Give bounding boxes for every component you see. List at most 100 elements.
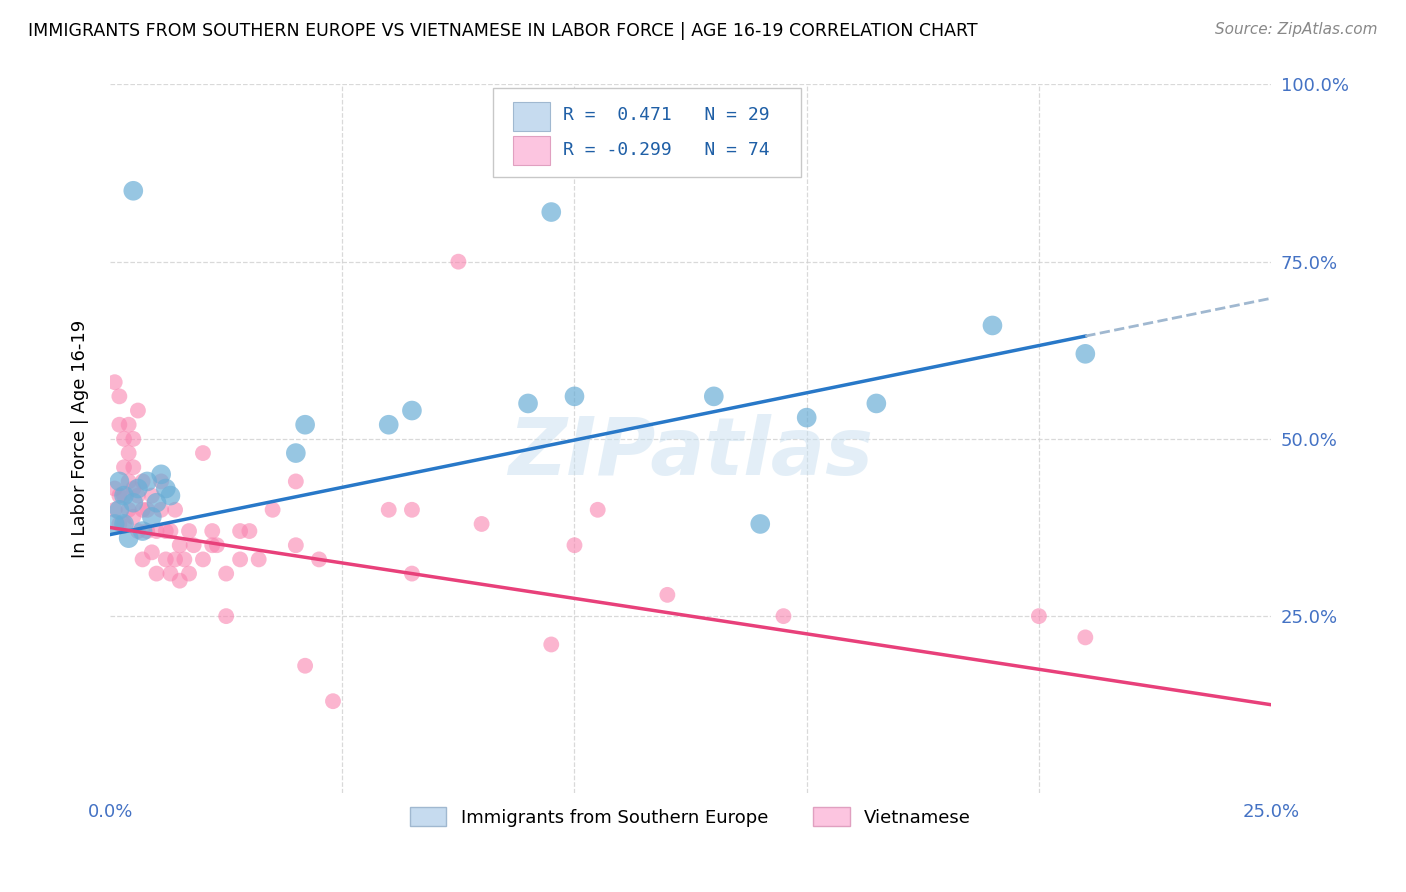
Point [131,503,153,517]
Point [127,482,149,496]
Point [177,524,200,538]
Point [112,489,135,503]
Point [772,609,794,624]
Point [191,552,214,566]
Point [145,524,167,538]
Point [749,516,772,531]
Point [796,410,818,425]
Point [447,254,470,268]
Point [112,516,135,531]
Point [169,538,191,552]
Text: IMMIGRANTS FROM SOUTHERN EUROPE VS VIETNAMESE IN LABOR FORCE | AGE 16-19 CORRELA: IMMIGRANTS FROM SOUTHERN EUROPE VS VIETN… [28,22,977,40]
Point [155,482,177,496]
Point [229,524,252,538]
Point [284,446,307,460]
Point [1074,631,1097,645]
Point [377,503,399,517]
Point [122,184,145,198]
Point [471,516,494,531]
Point [191,446,214,460]
Point [322,694,344,708]
Point [118,531,141,545]
Point [141,545,163,559]
Point [150,467,173,482]
Point [215,566,238,581]
Point [108,489,131,503]
Point [112,489,135,503]
Text: Source: ZipAtlas.com: Source: ZipAtlas.com [1215,22,1378,37]
Point [159,566,181,581]
Point [118,446,141,460]
Point [104,482,127,496]
Point [657,588,679,602]
Point [118,417,141,432]
Point [127,489,149,503]
Point [169,574,191,588]
Point [586,503,609,517]
Point [150,475,173,489]
Point [201,538,224,552]
Point [401,503,423,517]
Point [127,403,149,417]
Point [127,524,149,538]
Point [112,460,135,475]
Point [284,538,307,552]
Point [104,375,127,389]
Point [141,489,163,503]
Bar [513,136,550,164]
Bar [513,103,550,130]
Point [294,417,316,432]
Point [136,524,159,538]
Point [294,658,316,673]
Point [145,566,167,581]
Point [159,524,181,538]
Point [104,516,127,531]
Point [112,432,135,446]
Point [201,524,224,538]
Point [122,509,145,524]
Point [165,503,187,517]
Point [247,552,270,566]
Point [865,396,887,410]
Point [284,475,307,489]
Text: ZIPatlas: ZIPatlas [508,414,873,492]
Point [564,538,586,552]
Point [150,503,173,517]
Point [145,496,167,510]
Point [122,460,145,475]
Point [118,475,141,489]
Point [703,389,725,403]
Point [262,503,284,517]
Point [229,552,252,566]
Point [173,552,195,566]
Point [377,417,399,432]
Text: R = -0.299   N = 74: R = -0.299 N = 74 [562,141,769,160]
Point [131,524,153,538]
Point [308,552,330,566]
Point [215,609,238,624]
Point [122,432,145,446]
Y-axis label: In Labor Force | Age 16-19: In Labor Force | Age 16-19 [72,319,89,558]
Point [108,417,131,432]
Point [108,516,131,531]
Point [112,516,135,531]
Point [159,489,181,503]
Point [108,475,131,489]
Point [131,552,153,566]
Point [540,205,562,219]
Point [155,524,177,538]
Point [517,396,540,410]
Point [108,503,131,517]
Point [136,475,159,489]
Point [183,538,205,552]
Point [165,552,187,566]
Point [205,538,228,552]
FancyBboxPatch shape [494,88,801,177]
Point [122,482,145,496]
Point [122,496,145,510]
Point [131,475,153,489]
Point [540,638,562,652]
Point [1028,609,1050,624]
Point [1074,347,1097,361]
Point [108,389,131,403]
